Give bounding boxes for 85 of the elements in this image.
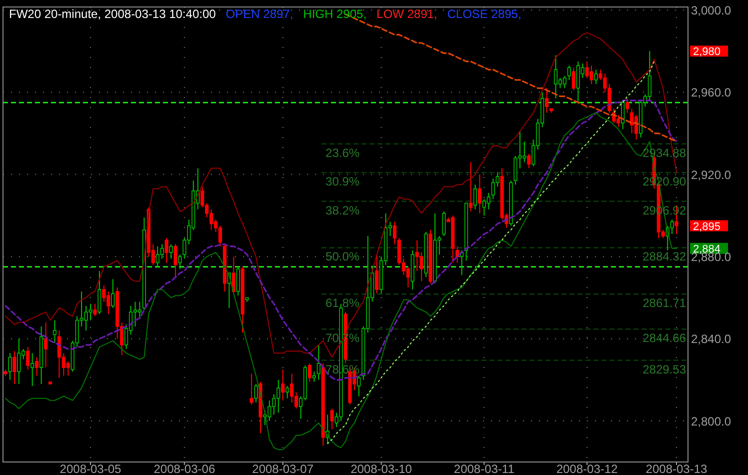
candlestick [630,108,634,134]
candlestick [169,244,173,260]
y-tick-label: 2,800.0 [691,414,732,428]
x-tick-label: 2008-03-06 [154,462,216,475]
x-tick-label: 2008-03-13 [646,462,708,475]
candlestick [456,246,460,264]
y-tick-label: 2,840.0 [691,332,732,346]
annotation: 61.8% [326,296,360,310]
chart-title: FW20 20-minute, 2008-03-13 10:40:00 [9,7,216,21]
candlestick [160,244,164,260]
candlestick [26,346,30,370]
candlestick [420,252,424,282]
candlestick [281,369,285,401]
annotation: HIGH 2905, [303,7,367,21]
annotation: LOW 2891, [376,7,438,21]
candlestick [308,362,312,382]
candlestick [473,184,477,210]
candlestick [236,266,240,296]
x-tick-label: 2008-03-10 [350,462,412,475]
candlestick [93,303,97,317]
candlestick [316,344,320,380]
candlestick [478,174,482,214]
y-tick-label: 2,960.0 [691,86,732,100]
candlestick [312,371,316,382]
candlestick [621,100,625,130]
candlestick [254,383,258,403]
candlestick [468,162,473,212]
candlestick [442,210,446,237]
candlestick [12,350,16,384]
candlestick [554,54,558,99]
candlestick [567,65,571,80]
annotation: 30.9% [326,174,360,189]
candlestick [17,338,21,384]
candlestick [392,221,396,245]
ref-line-label: 2861.71 [642,296,686,310]
candlestick [232,256,236,294]
candlestick [52,320,56,344]
candlestick [111,278,115,308]
ref-line-label: 2,895 [693,220,721,233]
annotation: 38.2% [326,203,360,218]
candlestick [102,284,106,302]
annotation: 50.0% [326,250,360,264]
candlestick [174,244,178,278]
y-tick-label: 2,920.0 [691,168,732,182]
candlestick [250,373,254,405]
candlestick [66,360,70,376]
candlestick [594,69,598,85]
annotation: OPEN 2897, [226,7,294,21]
candlestick [514,155,518,186]
candlestick [544,88,549,114]
candlestick [406,266,410,288]
ref-line-label: 2884.32 [642,250,686,264]
candlestick [164,238,168,264]
candlestick [286,385,290,399]
candlestick [572,67,576,91]
x-tick-label: 2008-03-07 [252,462,314,475]
candlestick [35,356,39,376]
candlestick [290,373,294,403]
candlestick [330,408,334,430]
candlestick [209,208,214,230]
x-tick-label: 2008-03-05 [60,462,122,475]
candlestick [218,225,222,247]
candlestick [375,254,379,294]
candlestick [626,98,630,114]
candlestick [133,301,138,327]
candlestick [44,322,48,368]
candlestick [8,352,12,380]
candlestick [138,301,142,319]
candlestick [486,192,490,210]
ref-line-label: 2844.66 [642,331,686,346]
annotation: 23.6% [326,146,360,160]
candlestick [30,352,34,386]
candlestick [98,270,102,315]
candlestick [648,50,652,101]
x-tick-label: 2008-03-12 [556,462,618,475]
y-tick-label: 3,000.0 [691,4,732,18]
candlestick [562,75,566,89]
annotation: CLOSE 2895, [447,7,522,21]
candlestick [527,153,531,169]
candlestick [670,219,674,234]
x-tick-label: 2008-03-11 [454,462,515,475]
ref-line-label: 2,980 [693,46,721,58]
candlestick [357,375,361,397]
candlestick [178,254,182,270]
ref-line-label: 2829.53 [642,362,686,376]
